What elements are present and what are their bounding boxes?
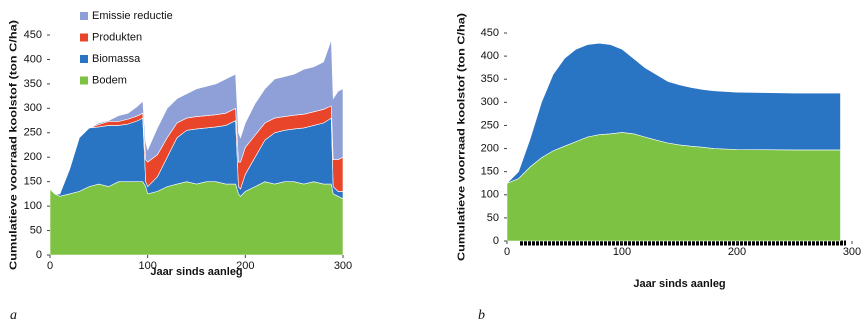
y-tick-label: 50 xyxy=(487,212,499,224)
legend-swatch xyxy=(80,76,88,85)
y-tick-label: 150 xyxy=(481,166,499,178)
x-tick-label: 0 xyxy=(504,246,510,258)
y-tick-label: 50 xyxy=(30,224,42,236)
y-tick-label: 400 xyxy=(481,50,499,62)
x-tick-label: 100 xyxy=(613,246,631,258)
y-tick-label: 100 xyxy=(481,189,499,201)
legend-label: Bodem xyxy=(92,74,127,86)
legend-label: Produkten xyxy=(92,31,142,43)
y-tick-label: 100 xyxy=(24,200,42,212)
y-tick-label: 350 xyxy=(24,78,42,90)
y-tick-label: 450 xyxy=(481,27,499,39)
legend-swatch xyxy=(80,12,88,20)
y-tick-label: 250 xyxy=(481,119,499,131)
area xyxy=(506,42,841,184)
x-axis-label: Jaar sinds aanleg xyxy=(150,266,242,278)
y-tick-label: 0 xyxy=(36,249,42,261)
panel-label: a xyxy=(10,308,17,322)
legend-swatch xyxy=(80,33,88,42)
x-tick-label: 0 xyxy=(47,260,53,272)
y-axis-label: Cumulatieve voorraad koolstof (ton C/ha) xyxy=(9,20,20,270)
x-tick-label: 200 xyxy=(236,260,254,272)
x-tick-label: 200 xyxy=(728,246,746,258)
y-axis-label: Cumulatieve voorraad koolstof (ton C/ha) xyxy=(457,13,468,261)
area xyxy=(49,39,344,195)
y-tick-label: 0 xyxy=(493,235,499,247)
x-axis-label: Jaar sinds aanleg xyxy=(633,278,725,290)
y-tick-label: 450 xyxy=(24,29,42,41)
panel-label: b xyxy=(478,308,485,322)
y-tick-label: 200 xyxy=(481,142,499,154)
y-tick-label: 200 xyxy=(24,151,42,163)
y-tick-label: 300 xyxy=(24,102,42,114)
y-tick-label: 150 xyxy=(24,176,42,188)
x-tick-label: 300 xyxy=(843,246,861,258)
legend-label: Emissie reductie xyxy=(92,10,173,22)
y-tick-label: 300 xyxy=(481,96,499,108)
y-tick-label: 350 xyxy=(481,73,499,85)
area xyxy=(49,181,344,256)
y-tick-label: 400 xyxy=(24,53,42,65)
y-tick-label: 250 xyxy=(24,127,42,139)
legend-label: Biomassa xyxy=(92,53,141,65)
x-tick-label: 300 xyxy=(334,260,352,272)
legend-swatch xyxy=(80,55,88,63)
x-tick-label: 100 xyxy=(138,260,156,272)
